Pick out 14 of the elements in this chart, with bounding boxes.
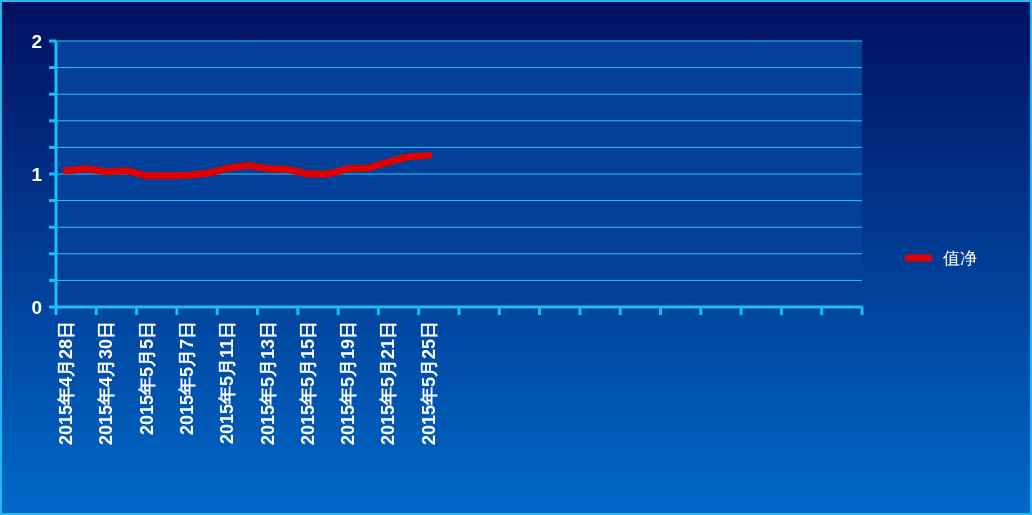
x-tick-label: 2015年5月21日 (378, 321, 399, 446)
x-tick-label: 2015年5月5日 (136, 321, 157, 436)
legend-label: 值净 (943, 248, 977, 268)
x-tick-label: 2015年4月30日 (96, 321, 117, 446)
x-tick-label: 2015年5月7日 (176, 321, 197, 436)
x-tick-label: 2015年5月13日 (257, 321, 278, 446)
x-tick-label: 2015年4月28日 (56, 321, 77, 446)
y-tick-label: 1 (31, 163, 43, 185)
y-tick-label: 0 (31, 296, 42, 318)
y-tick-label: 2 (31, 30, 42, 52)
x-tick-label: 2015年5月15日 (297, 321, 318, 446)
x-tick-label: 2015年5月19日 (338, 321, 359, 446)
x-tick-label: 2015年5月11日 (217, 321, 238, 445)
x-tick-label: 2015年5月25日 (418, 321, 439, 446)
